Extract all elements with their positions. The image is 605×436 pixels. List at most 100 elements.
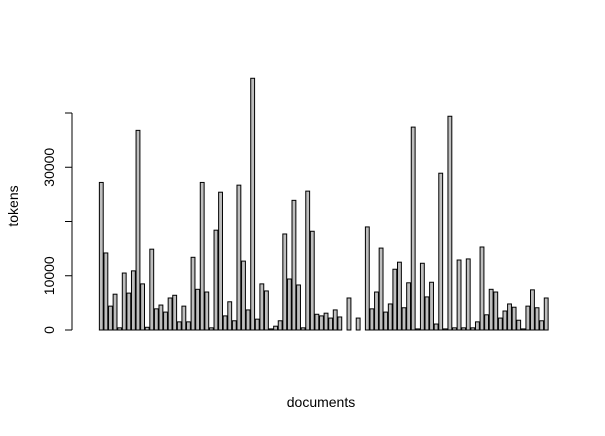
bar (140, 283, 146, 331)
bar (401, 307, 407, 331)
bar (470, 327, 476, 331)
bar (419, 262, 425, 331)
bar (438, 172, 444, 331)
bar (392, 268, 398, 331)
bar (323, 312, 329, 331)
bar (121, 272, 127, 331)
x-axis-label: documents (287, 394, 355, 410)
bar (268, 328, 274, 331)
bar (484, 314, 490, 331)
bar (213, 229, 219, 331)
bar (355, 317, 361, 331)
bar (415, 328, 421, 331)
bar (199, 181, 205, 331)
bar (374, 291, 379, 331)
bar (410, 126, 416, 331)
bar (245, 309, 251, 331)
bar (406, 282, 412, 331)
bar (433, 323, 439, 331)
bar (456, 259, 462, 331)
bar (126, 292, 132, 331)
bar (442, 328, 448, 331)
bar (291, 199, 297, 331)
bar (314, 313, 320, 331)
bar (208, 327, 214, 331)
bar (158, 304, 164, 331)
bar (332, 309, 338, 331)
bar (452, 327, 457, 331)
bar (218, 191, 223, 331)
bar (511, 306, 517, 331)
bar (149, 248, 155, 331)
bar (195, 288, 201, 331)
bar (543, 297, 549, 331)
bar (534, 307, 540, 331)
bar (277, 320, 283, 331)
bar (98, 181, 104, 331)
bar (153, 308, 159, 331)
bar (502, 310, 508, 331)
bar (263, 290, 269, 331)
bar (181, 305, 187, 331)
bar (108, 305, 113, 331)
bar (474, 321, 480, 331)
bar (300, 327, 306, 331)
bar (525, 305, 531, 331)
bar (296, 284, 301, 331)
bar (286, 278, 292, 331)
bar (364, 226, 370, 331)
bar (130, 270, 136, 331)
bar (176, 321, 182, 331)
bar (520, 328, 526, 331)
bar (204, 291, 210, 331)
bar (163, 311, 168, 331)
y-tick-label: 10000 (41, 256, 57, 295)
bar (397, 261, 402, 331)
bar (259, 283, 265, 331)
y-axis-label: tokens (5, 185, 21, 226)
bar (103, 252, 109, 331)
bar (319, 315, 324, 331)
bar (227, 301, 233, 331)
bar (539, 320, 545, 331)
bar (383, 311, 389, 331)
bar (236, 184, 242, 331)
bar (222, 315, 228, 331)
bar (254, 318, 260, 331)
bar (282, 233, 288, 331)
bar (369, 308, 375, 331)
bar (231, 320, 237, 331)
bar (186, 321, 191, 331)
bar (346, 297, 352, 331)
bar (488, 288, 494, 331)
bar (337, 316, 343, 331)
bar (530, 289, 535, 331)
bar (241, 260, 246, 331)
bar (479, 246, 485, 331)
bar (190, 256, 196, 331)
bar (465, 258, 471, 331)
y-tick-label: 0 (41, 326, 57, 334)
bar (135, 129, 141, 331)
bar (447, 115, 453, 331)
bar (424, 296, 430, 331)
bar (507, 303, 512, 331)
bar (429, 281, 434, 331)
bar (250, 77, 256, 331)
bar (328, 317, 334, 331)
bar (378, 247, 384, 331)
bar (461, 327, 467, 331)
bar (497, 317, 503, 331)
y-tick-label: 30000 (41, 148, 57, 187)
bar (309, 230, 315, 331)
bar (493, 291, 499, 331)
bar (117, 327, 123, 331)
bar (273, 325, 279, 331)
bar (172, 294, 178, 331)
bar (516, 319, 522, 331)
bar (387, 303, 393, 331)
bar (112, 293, 118, 331)
bar (305, 190, 311, 331)
bar (167, 297, 173, 331)
